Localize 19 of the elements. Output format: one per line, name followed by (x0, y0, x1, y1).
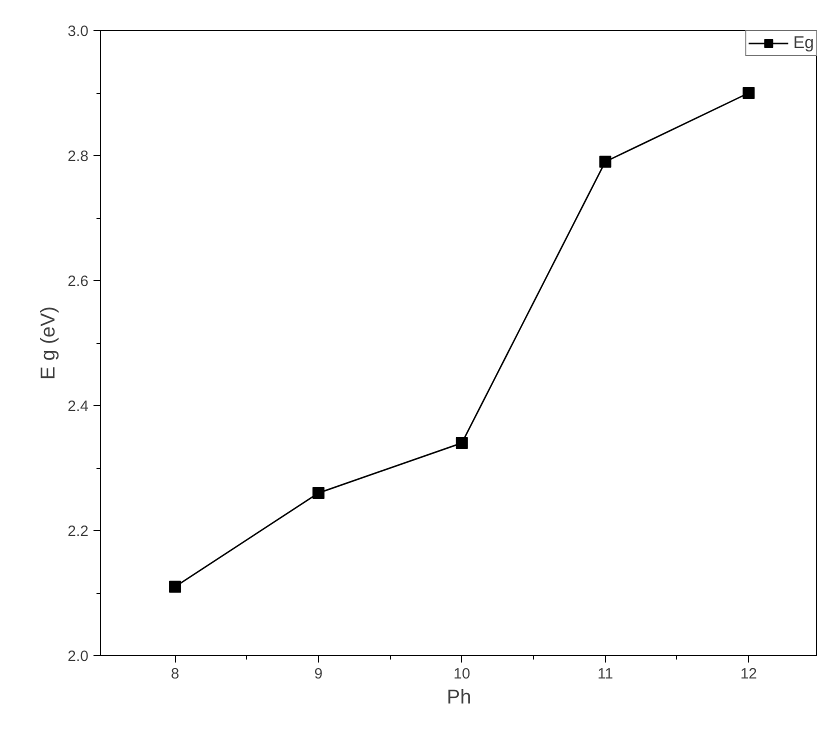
point (169, 580, 182, 593)
y-tick-label: 3.0 (68, 23, 89, 40)
legend-label: Eg (793, 33, 814, 53)
point (742, 87, 755, 99)
point (456, 437, 468, 449)
y-tick-label: 2.6 (68, 273, 89, 290)
x-tick-label: 11 (597, 666, 614, 682)
point (599, 156, 612, 168)
x-axis-title: Ph (446, 686, 472, 708)
y-tick-label: 2.2 (68, 523, 89, 540)
x-tick-label: 12 (740, 666, 758, 682)
y-tick-label: 2.0 (68, 648, 89, 665)
x-tick-label: 9 (314, 666, 323, 682)
x-tick-label: 10 (454, 666, 470, 682)
x-tick-label: 8 (170, 666, 180, 682)
y-tick-label: 2.4 (68, 398, 89, 415)
point (312, 487, 324, 499)
y-tick-label: 2.8 (68, 148, 89, 165)
y-axis-title: E g (eV) (38, 306, 60, 380)
